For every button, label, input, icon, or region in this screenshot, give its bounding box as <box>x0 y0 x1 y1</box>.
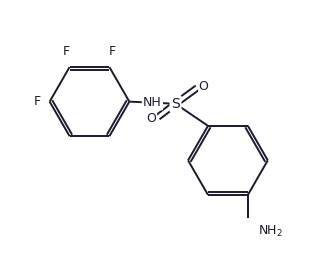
Text: NH$_2$: NH$_2$ <box>258 224 283 239</box>
Text: F: F <box>63 45 70 58</box>
Text: S: S <box>171 97 180 111</box>
Text: O: O <box>147 112 156 125</box>
Text: O: O <box>199 80 209 92</box>
Text: F: F <box>109 45 116 58</box>
Text: NH: NH <box>143 96 162 109</box>
Text: F: F <box>33 95 40 108</box>
